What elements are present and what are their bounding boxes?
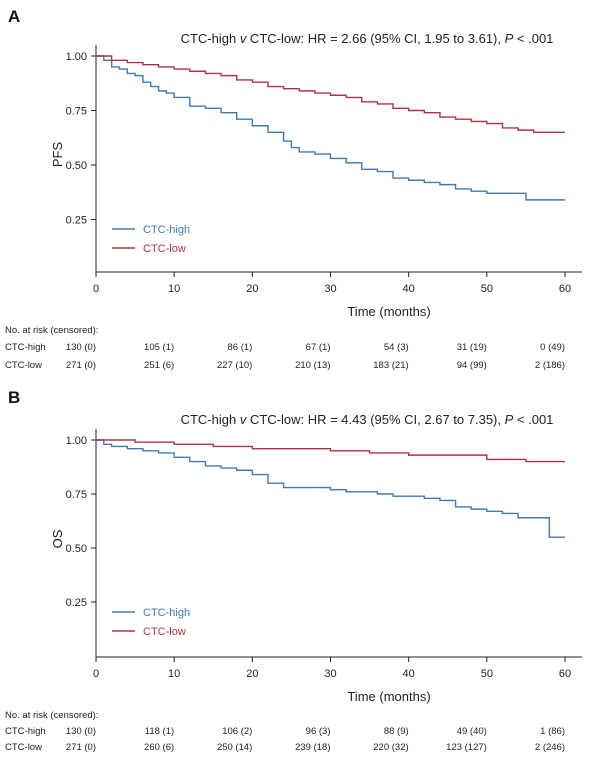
panel-letter: A	[8, 7, 20, 26]
risk-table-cell: 271 (0)	[66, 360, 96, 371]
series-line-ctc-high	[96, 439, 565, 538]
risk-row-name: CTC-high	[5, 726, 46, 737]
risk-table-cell: 49 (40)	[457, 726, 487, 737]
risk-table-cell: 250 (14)	[217, 742, 252, 753]
risk-row-name: CTC-low	[5, 742, 42, 753]
y-axis-label: PFS	[50, 142, 65, 168]
panel-letter: B	[8, 388, 20, 407]
x-tick-label: 30	[324, 668, 336, 680]
legend-label: CTC-high	[143, 607, 190, 619]
risk-table-cell: 239 (18)	[295, 742, 330, 753]
x-tick-label: 20	[246, 283, 258, 295]
risk-table-cell: 183 (21)	[373, 360, 408, 371]
y-tick-label: 0.25	[66, 215, 87, 227]
risk-table-cell: 260 (6)	[144, 742, 174, 753]
chart-title-part: CTC-low: HR = 4.43 (95% CI, 2.67 to 7.35…	[246, 412, 504, 427]
chart-title-part: CTC-high	[181, 412, 240, 427]
risk-table-cell: 123 (127)	[446, 742, 487, 753]
risk-table-cell: 105 (1)	[144, 342, 174, 353]
x-tick-label: 10	[168, 668, 180, 680]
x-tick-label: 50	[481, 668, 493, 680]
chart-title-part: < .001	[513, 31, 553, 46]
risk-table-cell: 271 (0)	[66, 742, 96, 753]
y-tick-label: 0.50	[66, 543, 87, 555]
y-tick-label: 0.75	[66, 489, 87, 501]
y-tick-label: 1.00	[66, 435, 87, 447]
chart-title-part: CTC-low: HR = 2.66 (95% CI, 1.95 to 3.61…	[246, 31, 504, 46]
chart-title: CTC-high v CTC-low: HR = 2.66 (95% CI, 1…	[181, 31, 554, 46]
x-tick-label: 30	[324, 283, 336, 295]
x-tick-label: 60	[559, 668, 571, 680]
chart-title-part: v	[240, 31, 248, 46]
series-line-ctc-low	[96, 439, 565, 463]
risk-table-cell: 94 (99)	[457, 360, 487, 371]
risk-table-cell: 220 (32)	[373, 742, 408, 753]
panel-b: B CTC-high v CTC-low: HR = 4.43 (95% CI, …	[5, 388, 582, 753]
x-axis-label: Time (months)	[347, 304, 430, 319]
x-tick-label: 40	[403, 668, 415, 680]
risk-table-cell: 67 (1)	[306, 342, 331, 353]
y-tick-label: 0.25	[66, 597, 87, 609]
series-line-ctc-high	[96, 55, 565, 201]
legend-label: CTC-low	[143, 626, 186, 638]
risk-table-cell: 88 (9)	[384, 726, 409, 737]
risk-table-cell: 96 (3)	[306, 726, 331, 737]
y-tick-label: 1.00	[66, 51, 87, 63]
y-tick-label: 0.75	[66, 106, 87, 118]
chart-title-part: P	[505, 412, 514, 427]
x-tick-label: 0	[93, 283, 99, 295]
legend-label: CTC-low	[143, 243, 186, 255]
risk-table-cell: 86 (1)	[228, 342, 253, 353]
chart-title-part: < .001	[513, 412, 553, 427]
risk-table-cell: 2 (246)	[535, 742, 565, 753]
risk-table-cell: 130 (0)	[66, 342, 96, 353]
x-tick-label: 60	[559, 283, 571, 295]
risk-table-cell: 251 (6)	[144, 360, 174, 371]
risk-table-cell: 54 (3)	[384, 342, 409, 353]
x-tick-label: 20	[246, 668, 258, 680]
chart-title-part: v	[240, 412, 248, 427]
risk-table-cell: 31 (19)	[457, 342, 487, 353]
risk-table-cell: 227 (10)	[217, 360, 252, 371]
x-axis-label: Time (months)	[347, 689, 430, 704]
risk-table-cell: 106 (2)	[222, 726, 252, 737]
chart-title: CTC-high v CTC-low: HR = 4.43 (95% CI, 2…	[181, 412, 554, 427]
series-line-ctc-low	[96, 55, 565, 133]
risk-table-header: No. at risk (censored):	[5, 325, 98, 336]
risk-table-cell: 210 (13)	[295, 360, 330, 371]
x-tick-label: 40	[403, 283, 415, 295]
risk-table-header: No. at risk (censored):	[5, 710, 98, 721]
chart-title-part: CTC-high	[181, 31, 240, 46]
x-tick-label: 0	[93, 668, 99, 680]
panel-a: A CTC-high v CTC-low: HR = 2.66 (95% CI, …	[5, 7, 582, 371]
y-tick-label: 0.50	[66, 160, 87, 172]
risk-table-cell: 1 (86)	[540, 726, 565, 737]
chart-title-part: P	[505, 31, 514, 46]
risk-table-cell: 2 (186)	[535, 360, 565, 371]
risk-table-cell: 118 (1)	[145, 726, 174, 737]
risk-row-name: CTC-low	[5, 360, 42, 371]
legend-label: CTC-high	[143, 224, 190, 236]
risk-row-name: CTC-high	[5, 342, 46, 353]
y-axis-label: OS	[50, 529, 65, 548]
risk-table-cell: 0 (49)	[540, 342, 565, 353]
x-tick-label: 50	[481, 283, 493, 295]
x-tick-label: 10	[168, 283, 180, 295]
risk-table-cell: 130 (0)	[66, 726, 96, 737]
